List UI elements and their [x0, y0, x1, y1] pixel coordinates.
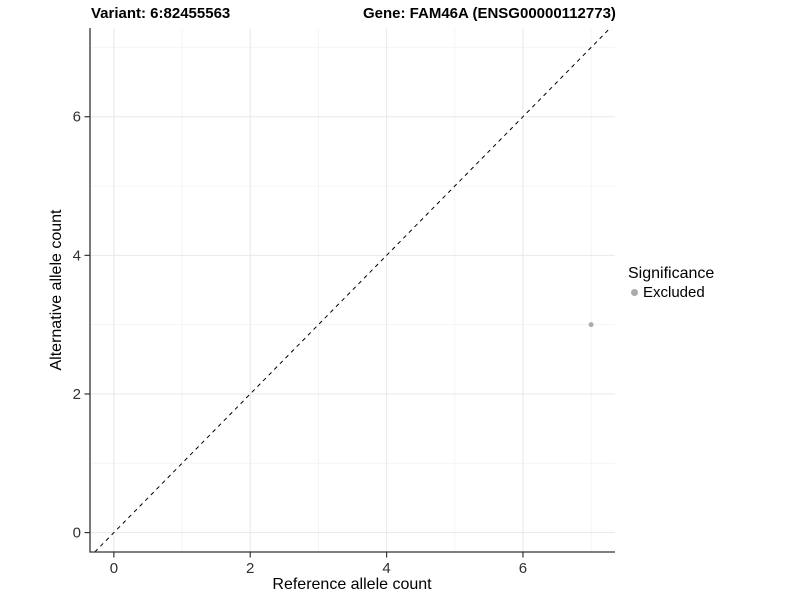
y-axis-title: Alternative allele count: [48, 209, 65, 371]
legend-item-label: Excluded: [643, 284, 705, 301]
svg-text:0: 0: [110, 560, 118, 577]
svg-text:4: 4: [382, 560, 390, 577]
svg-text:6: 6: [519, 560, 527, 577]
svg-text:6: 6: [73, 109, 81, 126]
svg-text:2: 2: [246, 560, 254, 577]
legend-item-excluded: Excluded: [628, 283, 714, 302]
x-axis-title: Reference allele count: [272, 576, 432, 593]
legend-point-icon: [631, 289, 638, 296]
svg-text:2: 2: [73, 386, 81, 403]
svg-text:4: 4: [73, 247, 81, 264]
svg-text:0: 0: [73, 525, 81, 542]
plot-title-gene: Gene: FAM46A (ENSG00000112773): [363, 5, 616, 22]
legend: Significance Excluded: [628, 264, 714, 302]
legend-title: Significance: [628, 265, 715, 282]
plot-title-variant: Variant: 6:82455563: [91, 5, 231, 22]
